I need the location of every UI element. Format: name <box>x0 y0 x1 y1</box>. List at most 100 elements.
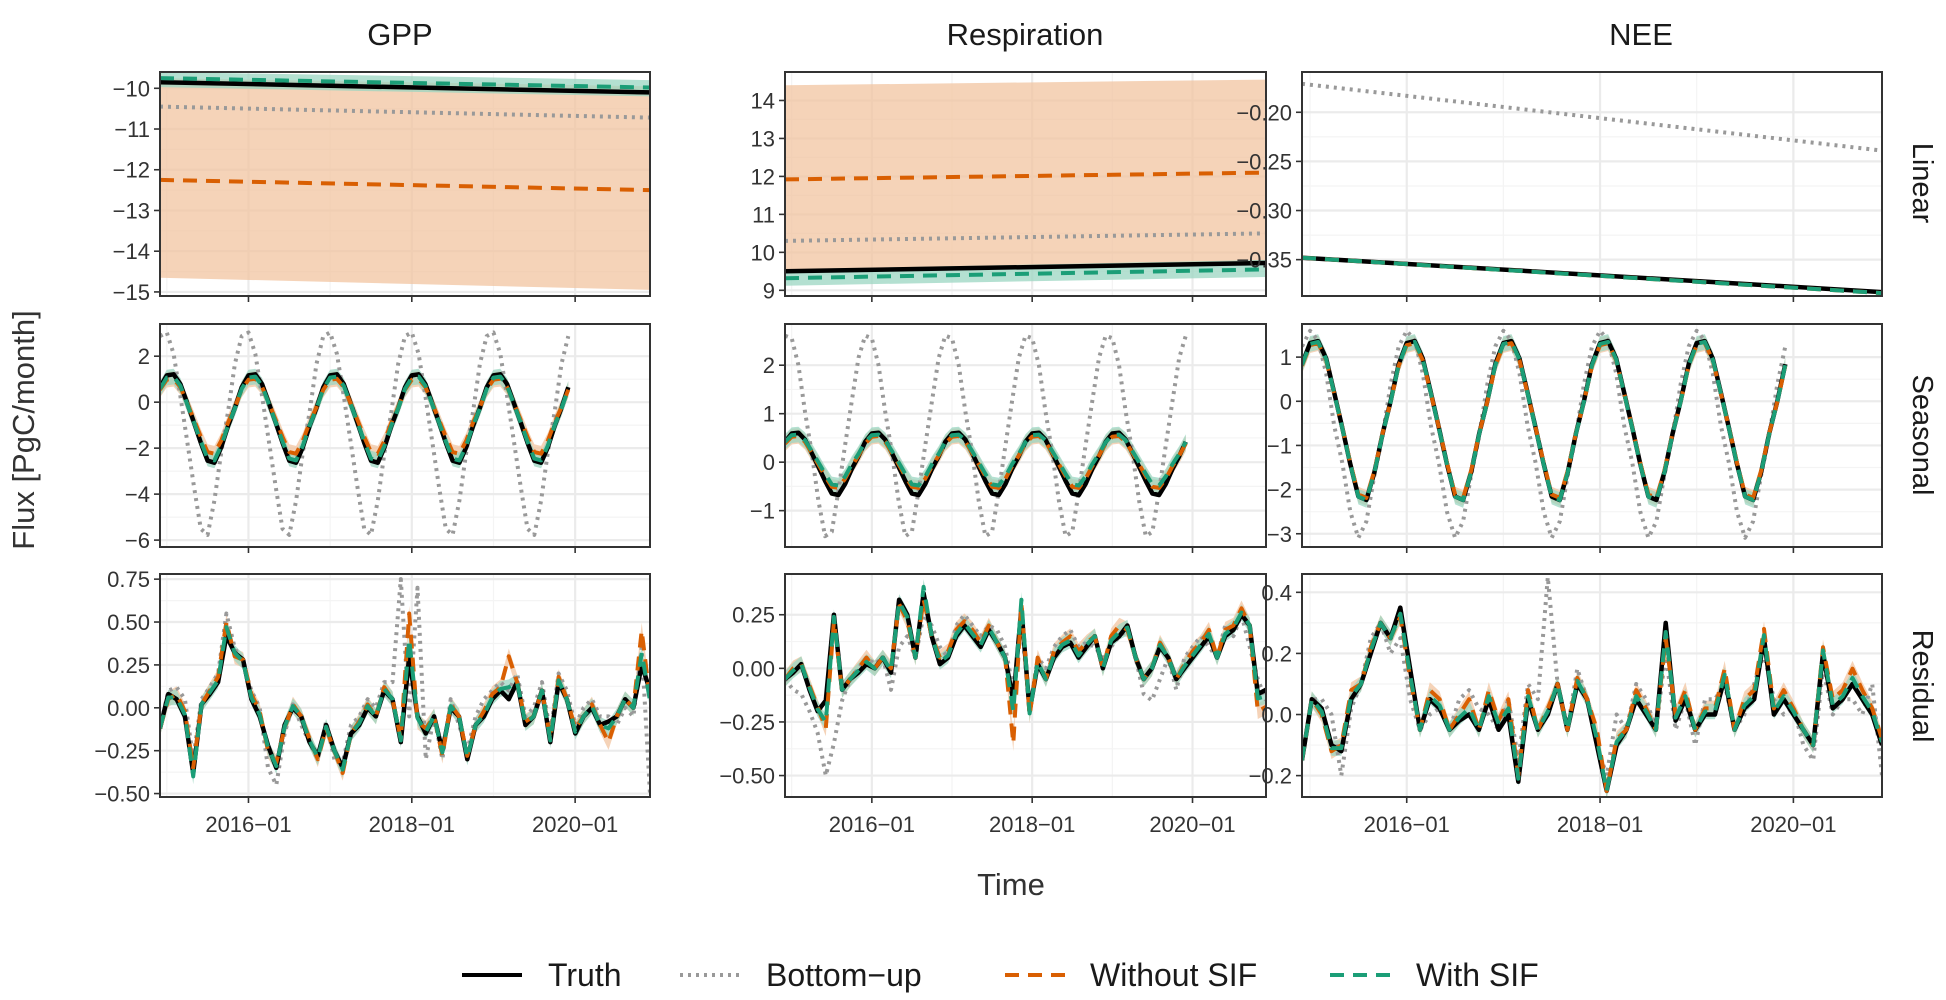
row-strip-seasonal: Seasonal <box>1906 375 1938 496</box>
y-tick-label: −0.25 <box>94 739 150 764</box>
y-tick-label: −0.25 <box>719 710 775 735</box>
y-tick-label: 1 <box>1280 345 1292 370</box>
y-tick-label: −0.35 <box>1236 248 1292 273</box>
series-line-without-sif <box>785 170 1266 182</box>
panel-border <box>1301 71 1883 297</box>
y-tick-label: 0.25 <box>107 653 150 678</box>
panel-background <box>1302 574 1882 797</box>
y-tick-label: 0.2 <box>1261 641 1292 666</box>
y-tick-label: −14 <box>113 239 150 264</box>
x-tick-label: 2016−01 <box>205 812 291 837</box>
y-tick-label: −2 <box>1267 478 1292 503</box>
y-tick-label: −0.30 <box>1236 199 1292 224</box>
panel-border <box>159 71 651 297</box>
y-axis-title: Flux [PgC/month] <box>6 310 41 549</box>
y-tick-label: 0.0 <box>1261 703 1292 728</box>
series-line-with-sif <box>1302 339 1788 502</box>
y-tick-label: 14 <box>751 88 775 113</box>
x-tick-label: 2016−01 <box>1364 812 1450 837</box>
column-title-respiration: Respiration <box>947 17 1104 52</box>
panel-border <box>784 573 1267 798</box>
plot-area <box>1302 575 1882 797</box>
x-tick-label: 2018−01 <box>369 812 455 837</box>
row-strip-residual: Residual <box>1906 630 1938 743</box>
row-strip-linear: Linear <box>1906 143 1938 224</box>
panel-border <box>784 323 1267 548</box>
y-tick-label: −1 <box>1267 433 1292 458</box>
panel-respiration-seasonal: −1 0 1 2 <box>750 323 1267 553</box>
x-tick-label: 2020−01 <box>1149 812 1235 837</box>
panel-respiration-residual: −0.50 −0.25 0.00 0.25 2016−01 2018−01 2020−01 <box>719 573 1267 837</box>
series-line-bottom-up <box>1302 81 1882 153</box>
series-line-truth <box>160 79 650 95</box>
plot-area <box>160 577 650 794</box>
series-line-with-sif <box>1302 255 1882 296</box>
plot-area <box>1302 328 1788 540</box>
panel-border <box>1301 573 1883 798</box>
x-tick-label: 2020−01 <box>532 812 618 837</box>
panel-border <box>1301 323 1883 548</box>
series-line-with-sif <box>160 625 650 779</box>
y-tick-label: −4 <box>125 482 150 507</box>
x-tick-label: 2020−01 <box>1750 812 1836 837</box>
series-line-with-sif <box>160 76 650 90</box>
y-tick-label: −6 <box>125 528 150 553</box>
y-tick-label: −0.20 <box>1236 100 1292 125</box>
panel-gpp-residual: −0.50 −0.25 0.00 0.25 0.50 0.75 2016−01 2018−01… <box>94 567 651 837</box>
y-tick-label: 0.50 <box>107 610 150 635</box>
legend-label-without-sif: Without SIF <box>1090 957 1257 993</box>
panel-nee-seasonal: −3 −2 −1 0 1 <box>1267 323 1883 553</box>
plot-area <box>160 330 571 537</box>
y-tick-label: −1 <box>750 499 775 524</box>
y-tick-label: 0.00 <box>732 656 775 681</box>
plot-area <box>160 72 650 290</box>
legend: Truth Bottom−up Without SIF With SIF <box>462 957 1539 993</box>
x-tick-label: 2018−01 <box>989 812 1075 837</box>
series-line-without-sif <box>160 177 650 193</box>
y-tick-label: −0.50 <box>719 764 775 789</box>
band-without-sif <box>160 78 650 290</box>
y-tick-label: −11 <box>114 117 150 142</box>
y-tick-label: −13 <box>113 198 150 223</box>
y-tick-label: 9 <box>763 278 775 303</box>
series-line-with-sif <box>785 267 1266 281</box>
y-tick-label: 0 <box>138 390 150 415</box>
column-title-nee: NEE <box>1609 17 1673 52</box>
y-tick-label: 0.25 <box>732 603 775 628</box>
y-tick-label: −0.2 <box>1249 764 1292 789</box>
series-line-bottom-up <box>785 231 1266 243</box>
y-tick-label: −10 <box>113 76 150 101</box>
panel-nee-linear: −0.35 −0.30 −0.25 −0.20 <box>1236 71 1883 302</box>
y-tick-label: 13 <box>751 126 775 151</box>
panel-grid: −15−14−13−12−11−1091011121314−0.35−0.30−… <box>94 71 1883 837</box>
plot-area <box>1302 81 1882 296</box>
y-tick-label: −15 <box>113 280 150 305</box>
panel-respiration-linear: 9 10 11 12 13 14 <box>751 71 1267 303</box>
y-tick-label: 12 <box>751 164 775 189</box>
panel-border <box>159 573 651 798</box>
y-tick-label: −12 <box>113 158 150 183</box>
series-line-with-sif <box>785 584 1266 724</box>
y-tick-label: 1 <box>763 402 775 427</box>
y-tick-label: −0.25 <box>1236 149 1292 174</box>
y-tick-label: 2 <box>763 353 775 378</box>
series-line-with-sif <box>160 374 571 463</box>
column-title-gpp: GPP <box>367 17 432 52</box>
y-tick-label: −3 <box>1267 522 1292 547</box>
series-line-truth <box>785 260 1266 274</box>
y-tick-label: 0.75 <box>107 567 150 592</box>
y-tick-label: 0 <box>763 450 775 475</box>
x-axis-title: Time <box>977 867 1045 902</box>
plot-area <box>785 579 1266 778</box>
legend-label-with-sif: With SIF <box>1416 957 1539 993</box>
legend-label-bottom-up: Bottom−up <box>766 957 922 993</box>
panel-border <box>784 71 1267 297</box>
series-line-bottom-up <box>160 104 650 120</box>
series-line-bottom-up <box>160 577 650 794</box>
y-tick-label: 2 <box>138 344 150 369</box>
panel-nee-residual: −0.2 0.0 0.2 0.4 2016−01 2018−01 2020−01 <box>1249 573 1883 837</box>
y-tick-label: −0.50 <box>94 782 150 807</box>
y-tick-label: 11 <box>752 202 775 227</box>
y-tick-label: 0.00 <box>107 696 150 721</box>
